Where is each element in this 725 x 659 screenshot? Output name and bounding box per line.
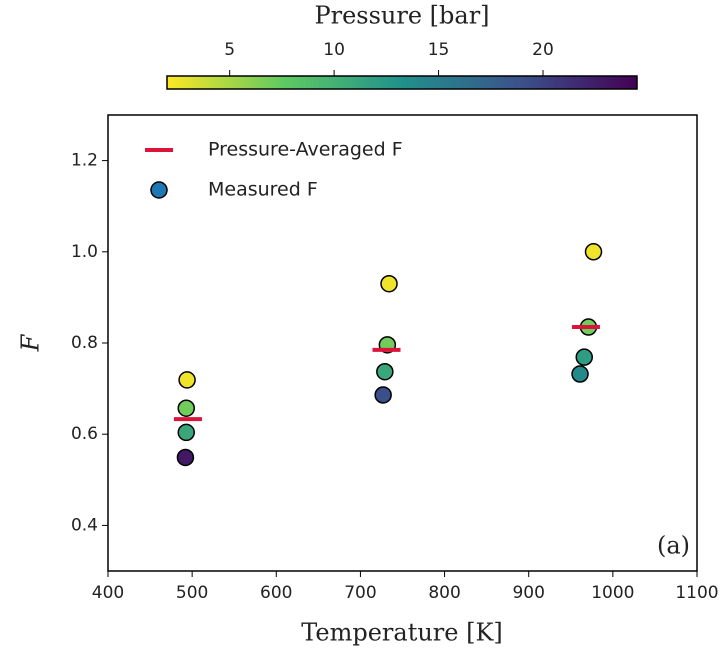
y-tick-label: 1.2	[71, 151, 98, 171]
data-point	[584, 243, 603, 261]
colorbar-tick-label: 15	[428, 40, 450, 60]
y-tick-label: 0.4	[71, 515, 98, 535]
data-point	[177, 399, 196, 417]
data-point	[178, 371, 196, 389]
colorbar-tick-label: 5	[224, 40, 235, 60]
x-tick-label: 700	[344, 583, 376, 603]
colorbar	[166, 75, 638, 90]
x-tick-label: 600	[260, 583, 292, 603]
x-axis-label: Temperature [K]	[301, 619, 503, 647]
x-tick-label: 1100	[675, 583, 718, 603]
data-point	[380, 274, 398, 293]
data-point	[575, 348, 593, 366]
colorbar-label: Pressure [bar]	[314, 2, 489, 30]
data-point	[571, 365, 589, 383]
data-point	[376, 362, 394, 381]
y-tick-label: 1.0	[71, 242, 98, 262]
legend-label: Pressure-Averaged F	[208, 139, 403, 161]
x-tick-label: 900	[512, 583, 544, 603]
y-tick-label: 0.6	[71, 424, 98, 444]
x-tick-label: 500	[176, 583, 208, 603]
x-tick-label: 800	[428, 583, 460, 603]
data-point	[176, 448, 195, 467]
y-axis-label: F	[17, 333, 45, 352]
annotation: (a)	[657, 532, 690, 560]
colorbar-tick-label: 10	[323, 40, 345, 60]
legend-label: Measured F	[208, 179, 318, 201]
legend-marker	[150, 181, 168, 199]
x-tick-label: 400	[92, 583, 124, 603]
plot-frame	[107, 114, 698, 572]
data-point	[374, 386, 392, 404]
colorbar-tick-label: 20	[532, 40, 554, 60]
data-point	[177, 423, 196, 442]
x-tick-label: 1000	[591, 583, 634, 603]
y-tick-label: 0.8	[71, 333, 98, 353]
